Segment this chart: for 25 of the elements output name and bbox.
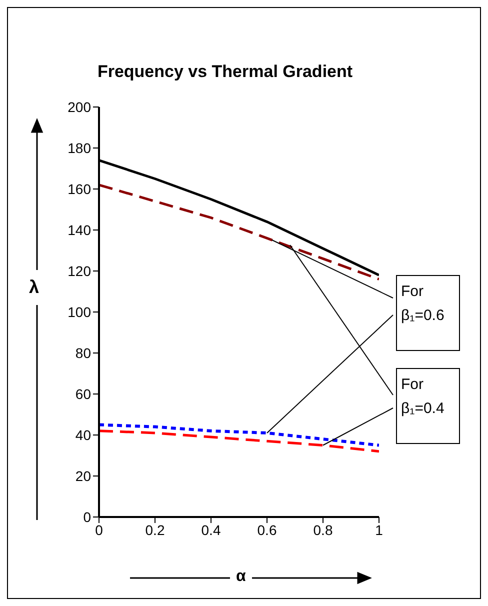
x-tick-label: 0.4 — [201, 522, 221, 538]
y-tick-label: 80 — [75, 344, 92, 361]
chart-title: Frequency vs Thermal Gradient — [96, 62, 354, 82]
y-axis-title: λ — [29, 277, 40, 298]
y-tick-label: 140 — [68, 222, 92, 238]
y-tick-label: 180 — [68, 140, 92, 156]
line-series — [99, 423, 379, 447]
y-tick-label: 20 — [75, 468, 92, 484]
x-tick-label: 1 — [375, 522, 384, 538]
y-tick-label: 60 — [75, 386, 92, 402]
y-tick-label: 120 — [68, 262, 92, 279]
x-tick-label: 0.2 — [145, 522, 165, 538]
y-tick-label: 200 — [68, 98, 92, 115]
x-tick-label: 0.6 — [257, 522, 277, 538]
x-axis-title: α — [236, 568, 246, 586]
y-tick-label: 0 — [83, 508, 92, 525]
annotation: For β₁=0.4 — [396, 368, 460, 444]
y-tick-label: 40 — [75, 426, 92, 443]
line-series — [99, 430, 379, 453]
y-tick-label: 100 — [68, 304, 92, 320]
x-tick-label: 0 — [95, 522, 104, 538]
y-tick-label: 160 — [68, 180, 92, 197]
annotation: For β₁=0.6 — [396, 275, 460, 351]
x-tick-label: 0.8 — [313, 522, 333, 538]
line-series — [99, 184, 379, 280]
